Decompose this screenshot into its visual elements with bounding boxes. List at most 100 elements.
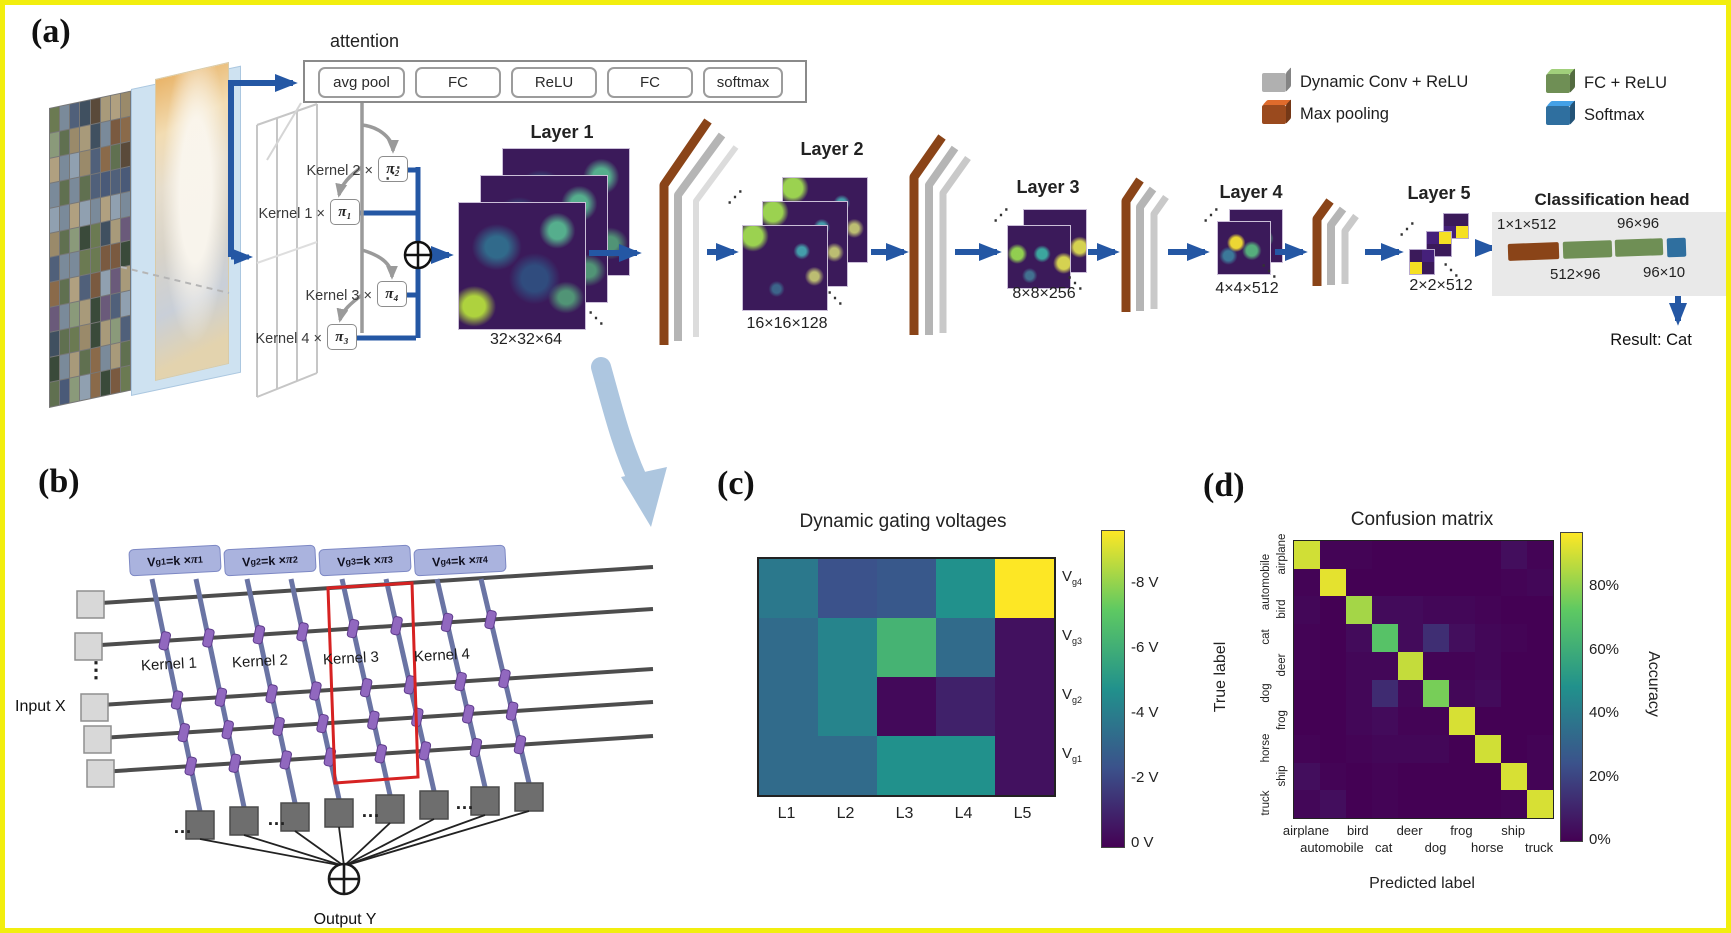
mosaic-cell <box>50 206 60 233</box>
confusion-cell <box>1294 568 1320 597</box>
mosaic-cell <box>80 274 90 301</box>
mosaic-cell <box>50 306 60 333</box>
crossbar-input-pads <box>74 590 115 788</box>
gating-cell <box>759 677 818 736</box>
mosaic-cell <box>70 152 80 179</box>
kernel3-highlight-box <box>326 581 420 785</box>
gating-cell <box>936 559 995 618</box>
layer-title: Layer 5 <box>1407 183 1471 203</box>
gating-cell <box>936 618 995 677</box>
mosaic-cell <box>110 368 120 394</box>
confusion-cell <box>1319 790 1346 818</box>
mosaic-cell <box>120 340 130 367</box>
svg-text:…: … <box>361 801 380 822</box>
legend-label: Dynamic Conv + ReLU <box>1300 73 1469 91</box>
mosaic-cell <box>100 270 110 297</box>
crossbar-summing-lines <box>199 810 530 867</box>
legend-item-max-pooling: Max pooling <box>1262 105 1389 124</box>
result-text: Result: Cat <box>1610 331 1692 349</box>
gating-cell <box>877 559 936 618</box>
confusion-predicted-label: airplane <box>1282 823 1330 838</box>
confusion-cell <box>1345 734 1372 763</box>
mosaic-cell <box>50 256 60 283</box>
mosaic-cell <box>70 127 80 154</box>
gating-cell <box>877 618 936 677</box>
mosaic-cell <box>80 175 90 201</box>
confusion-cell <box>1371 541 1398 569</box>
confusion-predicted-label: ship <box>1501 823 1526 838</box>
true-label-axis: True label <box>1212 641 1229 713</box>
mosaic-cell <box>120 365 130 392</box>
legend-cube <box>1262 73 1286 92</box>
svg-text:…: … <box>173 817 192 838</box>
confusion-cell <box>1423 568 1450 597</box>
confusion-true-label: airplane <box>1276 533 1288 575</box>
confusion-cell <box>1397 790 1424 818</box>
confusion-cell <box>1501 624 1528 652</box>
mosaic-cell <box>80 374 90 401</box>
crossbar-kernel-label: Kernel 4 <box>413 645 471 666</box>
panel-c-label: (c) <box>717 465 755 502</box>
head-dim-input: 1×1×512 <box>1497 216 1557 233</box>
confusion-cell <box>1449 679 1476 708</box>
mosaic-cell <box>60 179 70 206</box>
confusion-cell <box>1371 707 1398 735</box>
gating-cell <box>877 736 936 795</box>
confusion-cell <box>1294 596 1320 625</box>
mosaic-cell <box>120 241 130 268</box>
mosaic-cell <box>110 268 120 295</box>
mosaic-cell <box>70 227 80 253</box>
confusion-cell <box>1501 596 1528 625</box>
gating-cell <box>818 559 877 618</box>
accuracy-tick: 20% <box>1589 767 1620 785</box>
gating-col-label: L3 <box>895 805 914 822</box>
confusion-cell <box>1319 707 1346 735</box>
confusion-cell <box>1294 707 1320 735</box>
kernel-weight-label: Kernel 4 × <box>255 331 322 347</box>
pi-weight-box: π₄ <box>377 281 407 307</box>
confusion-cell <box>1397 762 1424 791</box>
confusion-cell <box>1527 541 1553 569</box>
layer-dims: 32×32×64 <box>489 331 563 348</box>
zoom-arrow-a-to-b <box>591 357 667 527</box>
confusion-cell <box>1397 624 1424 652</box>
attention-stage-FC: FC <box>607 67 693 98</box>
attention-stage-ReLU: ReLU <box>511 67 597 98</box>
gating-col-label: L1 <box>777 805 796 822</box>
confusion-cell <box>1345 651 1372 680</box>
confusion-cell <box>1501 679 1528 708</box>
mosaic-cell <box>60 378 70 405</box>
mosaic-cell <box>110 93 120 120</box>
confusion-cell <box>1501 762 1528 791</box>
mosaic-cell <box>50 156 60 183</box>
legend-cube <box>1546 106 1570 125</box>
dataflow-arrows <box>228 74 1687 341</box>
confusion-cell <box>1527 651 1553 680</box>
head-dim-output: 96×10 <box>1643 264 1686 281</box>
layer-title: Layer 1 <box>530 122 594 142</box>
mosaic-cell <box>80 324 90 351</box>
svg-text:…: … <box>455 793 474 814</box>
confusion-true-label: ship <box>1276 765 1288 787</box>
confusion-heatmap <box>1293 540 1554 819</box>
confusion-predicted-label: deer <box>1396 823 1423 838</box>
layer1-dots-b: ⋱ <box>588 310 605 327</box>
confusion-true-label: automobile <box>1260 553 1272 610</box>
confusion-cell <box>1345 568 1372 597</box>
confusion-cell <box>1423 679 1450 708</box>
confusion-cell <box>1475 624 1502 652</box>
layer4-map-front <box>1217 221 1271 275</box>
confusion-cell <box>1371 568 1398 597</box>
sum-node-a <box>403 240 433 270</box>
dataset-image-mosaic <box>49 90 131 408</box>
confusion-cell <box>1319 596 1346 625</box>
mosaic-cell <box>70 301 80 328</box>
attention-stage-FC: FC <box>415 67 501 98</box>
confusion-cell <box>1475 651 1502 680</box>
mosaic-cell <box>50 181 60 208</box>
legend-cube <box>1546 74 1570 93</box>
predicted-label-axis: Predicted label <box>1369 875 1475 892</box>
legend-item-fc-relu: FC + ReLU <box>1546 74 1667 93</box>
mosaic-cell <box>70 202 80 229</box>
